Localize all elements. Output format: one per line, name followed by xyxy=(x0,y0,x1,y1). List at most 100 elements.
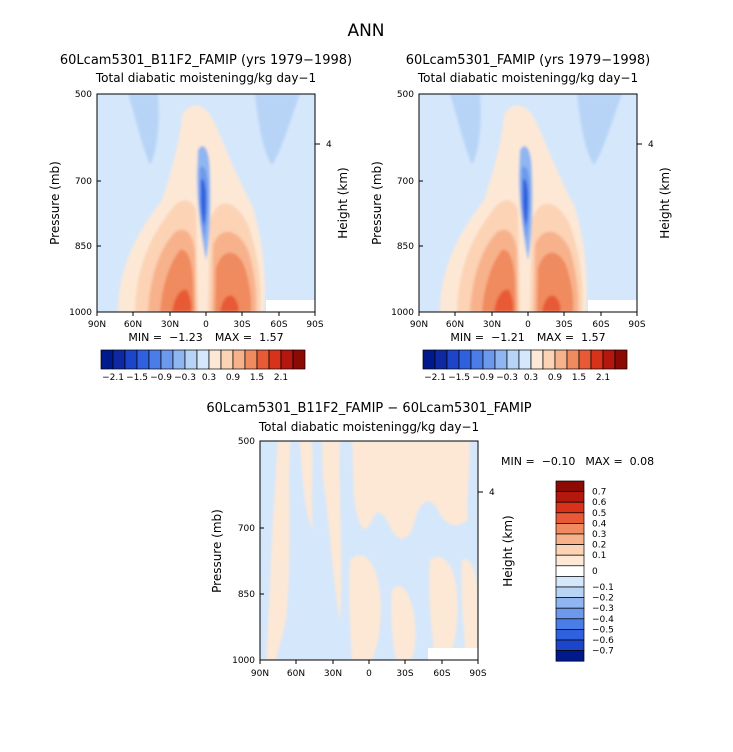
panel-1-colorbar-swatch-15 xyxy=(280,349,294,370)
panel-3-xtick-label-0: 90N xyxy=(251,669,269,679)
panel-3-colorbar-swatch-11 xyxy=(555,597,585,609)
panel-1-min-label: MIN = xyxy=(128,331,162,344)
panel-1-title: 60Lcam5301_B11F2_FAMIP (yrs 1979−1998) xyxy=(60,53,352,68)
panel-1-colorbar-label-5: 0.9 xyxy=(226,373,241,383)
panel-1-colorbar-swatch-6 xyxy=(172,349,186,370)
panel-1-contours xyxy=(118,94,315,312)
panel-2-xtick-label-1: 60N xyxy=(446,320,464,330)
panel-1-missing-data xyxy=(266,300,315,312)
panel-1-right-tick-label: 4 xyxy=(326,140,332,150)
panel-2-colorbar-label-1: −1.5 xyxy=(448,373,470,383)
panel-1-colorbar-label-6: 1.5 xyxy=(250,373,264,383)
panel-3-colorbar-swatch-8 xyxy=(555,565,585,577)
panel-1-xtick-label-1: 60N xyxy=(124,320,142,330)
panel-3-colorbar-swatch-12 xyxy=(555,607,585,620)
panel-1-colorbar-label-1: −1.5 xyxy=(126,373,148,383)
panel-3-colorbar-label-6: 0.1 xyxy=(592,551,606,561)
panel-2-warm-5b xyxy=(542,295,561,312)
panel-3-colorbar-label-1: 0.6 xyxy=(592,498,607,508)
panel-3-title: 60Lcam5301_B11F2_FAMIP − 60Lcam5301_FAMI… xyxy=(206,401,531,416)
panel-1-y-ticks: 500 700 850 1000 xyxy=(69,90,101,318)
panel-2-colorbar-swatch-3 xyxy=(458,349,472,370)
panel-1-min-value: −1.23 xyxy=(169,331,203,344)
panel-1-xtick-label-4: 30S xyxy=(233,320,250,330)
panel-3: 60Lcam5301_B11F2_FAMIP − 60Lcam5301_FAMI… xyxy=(206,401,654,679)
panel-3-warm-strip-1 xyxy=(266,441,290,660)
panel-1-colorbar-swatch-8 xyxy=(196,349,210,370)
panel-2-colorbar-swatch-7 xyxy=(506,349,520,370)
panel-2-xtick-label-2: 30N xyxy=(483,320,501,330)
panel-3-missing-data xyxy=(428,648,478,660)
panel-3-colorbar-swatch-2 xyxy=(555,501,585,514)
panel-1-ylabel-right: Height (km) xyxy=(336,167,350,238)
panel-3-ytick-label-2: 850 xyxy=(238,590,255,600)
panel-1-colorbar-swatch-7 xyxy=(184,349,198,370)
panel-2-subtitle: Total diabatic moisteningg/kg day−1 xyxy=(417,71,638,85)
panel-1-colorbar-swatch-14 xyxy=(268,349,282,370)
panel-1-ytick-label-3: 1000 xyxy=(69,308,92,318)
panel-2-missing-data xyxy=(588,300,637,312)
panel-1-colorbar-swatch-13 xyxy=(256,349,270,370)
panel-1-xtick-label-3: 0 xyxy=(203,320,209,330)
panel-3-warm-lower-1 xyxy=(349,555,381,660)
panel-1-colorbar-swatch-11 xyxy=(232,349,246,370)
panel-2-xtick-label-6: 90S xyxy=(628,320,645,330)
panel-2-max-label: MAX = xyxy=(537,331,574,344)
panel-2-right-tick-label: 4 xyxy=(648,140,654,150)
panel-3-colorbar-swatch-0 xyxy=(555,480,585,492)
panel-3-subtitle: Total diabatic moisteningg/kg day−1 xyxy=(258,420,479,434)
panel-1: 60Lcam5301_B11F2_FAMIP (yrs 1979−1998) T… xyxy=(48,53,352,383)
panel-3-ytick-label-0: 500 xyxy=(238,437,255,447)
panel-3-xtick-label-2: 30N xyxy=(324,669,342,679)
panel-3-xtick-label-5: 60S xyxy=(433,669,450,679)
panel-3-y-ticks: 500 700 850 1000 xyxy=(232,437,264,666)
panel-1-colorbar-swatch-1 xyxy=(112,349,126,370)
panel-1-ytick-label-1: 700 xyxy=(75,177,92,187)
panel-3-colorbar-swatch-16 xyxy=(555,650,585,662)
panel-3-xtick-label-3: 0 xyxy=(366,669,372,679)
panel-1-colorbar-label-7: 2.1 xyxy=(274,373,288,383)
panel-3-colorbar: 0.70.60.50.40.30.20.10−0.1−0.2−0.3−0.4−0… xyxy=(555,480,614,662)
panel-2: 60Lcam5301_FAMIP (yrs 1979−1998) Total d… xyxy=(370,53,672,383)
panel-3-ylabel: Pressure (mb) xyxy=(210,509,224,593)
panel-3-colorbar-swatch-14 xyxy=(555,629,585,641)
panel-2-colorbar-swatch-14 xyxy=(590,349,604,370)
panel-1-ytick-label-0: 500 xyxy=(75,90,92,100)
panel-3-colorbar-label-5: 0.2 xyxy=(592,541,606,551)
panel-2-colorbar: −2.1 −1.5 −0.9 −0.3 0.3 0.9 1.5 2.1 xyxy=(422,349,628,383)
panel-3-colorbar-label-0: 0.7 xyxy=(592,488,606,498)
panel-2-colorbar-swatch-16 xyxy=(614,349,628,370)
panel-3-colorbar-swatch-7 xyxy=(555,554,585,567)
panel-1-colorbar-label-4: 0.3 xyxy=(202,373,216,383)
panel-3-max-value: 0.08 xyxy=(630,455,655,468)
panel-2-ytick-label-1: 700 xyxy=(397,177,414,187)
panel-1-colorbar-swatch-12 xyxy=(244,349,258,370)
panel-3-colorbar-label-9: −0.2 xyxy=(592,594,614,604)
panel-3-minmax: MIN = −0.10 MAX = 0.08 xyxy=(501,455,654,468)
panel-2-min-label: MIN = xyxy=(450,331,484,344)
panel-2-ylabel-right: Height (km) xyxy=(658,167,672,238)
panel-2-colorbar-label-3: −0.3 xyxy=(496,373,518,383)
panel-2-colorbar-label-0: −2.1 xyxy=(424,373,446,383)
panel-3-colorbar-swatch-5 xyxy=(555,533,585,545)
panel-1-warm-4b xyxy=(215,252,252,312)
panel-3-contours xyxy=(266,441,478,660)
panel-2-subtitle-text: Total diabatic moistening xyxy=(417,71,568,85)
panel-3-colorbar-swatch-3 xyxy=(555,512,585,524)
panel-1-warm-5b xyxy=(220,295,239,312)
panel-3-colorbar-label-11: −0.4 xyxy=(592,615,614,625)
panel-2-xtick-label-3: 0 xyxy=(525,320,531,330)
panel-1-colorbar-swatch-10 xyxy=(220,349,234,370)
panel-3-colorbar-swatch-4 xyxy=(555,523,585,535)
panel-2-minmax: MIN = −1.21 MAX = 1.57 xyxy=(450,331,605,344)
panel-2-xtick-label-0: 90N xyxy=(410,320,428,330)
panel-1-colorbar-label-3: −0.3 xyxy=(174,373,196,383)
panel-2-colorbar-swatch-13 xyxy=(578,349,592,370)
panel-3-colorbar-label-13: −0.6 xyxy=(592,636,614,646)
panel-3-colorbar-swatch-15 xyxy=(555,639,585,651)
panel-2-colorbar-label-5: 0.9 xyxy=(548,373,563,383)
panel-2-min-value: −1.21 xyxy=(491,331,525,344)
panel-1-colorbar-swatch-4 xyxy=(148,349,162,370)
panel-2-cool-band-north xyxy=(450,94,481,165)
panel-2-x-ticks: 90N 60N 30N 0 30S 60S 90S xyxy=(410,312,646,330)
